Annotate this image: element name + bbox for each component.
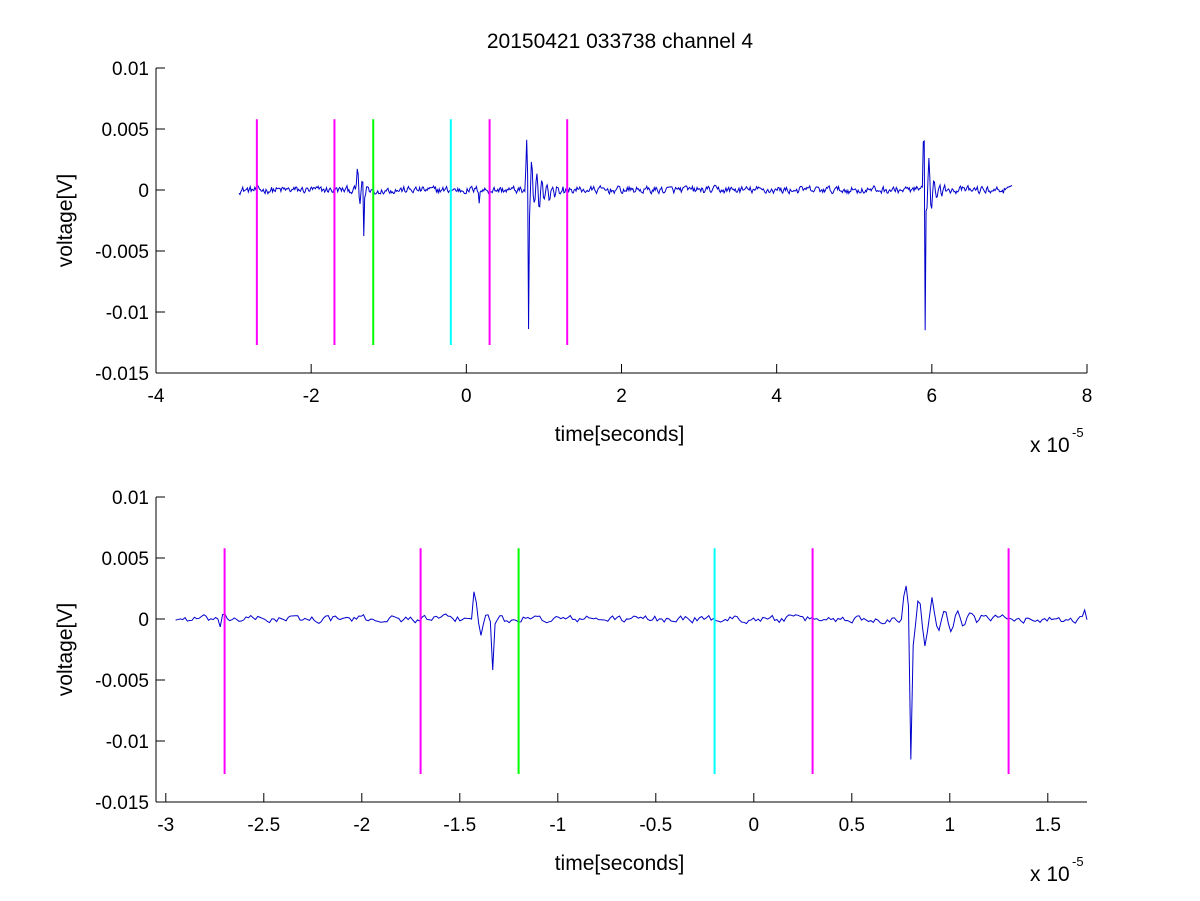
y-axis-label: voltage[V] [54,603,77,696]
x-tick-label: 6 [927,386,938,407]
x-tick-label: 1 [945,815,956,836]
y-tick-label: -0.01 [106,303,149,324]
bottom-plot: -0.015 -0.01 -0.005 0 0.005 0.01 -3 -2.5 -2 -1.5 -… [54,488,1088,886]
x-axis-label: time[seconds] [555,852,685,875]
y-tick-label: 0.01 [112,59,149,80]
top-plot: -0.015 -0.01 -0.005 0 0.005 0.01 -4 -2 0 2 4 6 8 time… [54,59,1092,457]
chart-title: 20150421 033738 channel 4 [487,30,754,53]
y-tick-label: 0 [138,181,149,202]
x-tick-label: 1.5 [1035,815,1061,836]
y-tick-label: -0.005 [95,242,149,263]
x-axis-label: time[seconds] [555,423,685,446]
y-tick-label: -0.015 [95,793,149,814]
x-tick-label: -0.5 [639,815,672,836]
y-tick-label: 0.005 [101,549,149,570]
y-axis-label: voltage[V] [54,174,77,267]
x-exponent-value: -5 [1072,854,1084,869]
x-tick-label: 0 [749,815,760,836]
x-tick-label: -2.5 [247,815,280,836]
x-tick-label: 4 [771,386,782,407]
y-tick-label: -0.01 [106,732,149,753]
x-tick-label: 8 [1082,386,1093,407]
x-tick-label: 2 [616,386,627,407]
x-exponent-value: -5 [1072,425,1084,440]
x-exponent-label: x 10 [1030,434,1070,457]
x-tick-label: -1 [549,815,566,836]
signal-trace [238,139,1013,331]
x-tick-label: -4 [148,386,165,407]
x-tick-label: -2 [303,386,320,407]
y-tick-label: 0.01 [112,488,149,509]
y-tick-label: 0 [138,610,149,631]
x-exponent-label: x 10 [1030,863,1070,886]
x-tick-label: -2 [353,815,370,836]
x-tick-label: 0 [461,386,472,407]
x-tick-label: -3 [157,815,174,836]
signal-trace [175,585,1088,760]
y-tick-label: -0.005 [95,671,149,692]
y-tick-label: -0.015 [95,364,149,385]
x-tick-label: -1.5 [443,815,476,836]
x-tick-label: 0.5 [839,815,865,836]
y-tick-label: 0.005 [101,120,149,141]
